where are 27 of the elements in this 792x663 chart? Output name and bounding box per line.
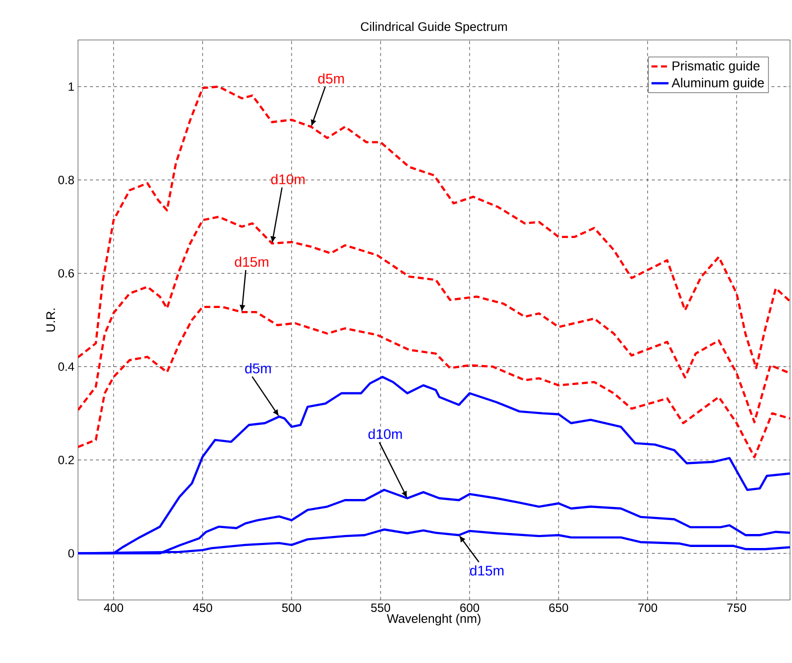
line-series (78, 306, 790, 458)
x-tick-label: 700 (638, 604, 658, 612)
x-tick-label: 400 (104, 604, 124, 612)
line-series (78, 216, 790, 424)
x-tick-label: 650 (549, 604, 568, 612)
y-tick-label: 0.8 (58, 176, 74, 184)
y-tick-label: 0 (68, 549, 74, 558)
y-axis-title: U.R. (46, 308, 56, 332)
x-tick-label: 550 (371, 604, 390, 612)
annotation: d10m (271, 174, 305, 184)
annotation: d10m (368, 428, 402, 440)
y-tick-label: 1 (68, 82, 74, 91)
legend-label: Prismatic guide (672, 60, 760, 74)
x-tick-label: 500 (282, 604, 302, 612)
x-tick-label: 750 (727, 604, 746, 612)
annotation: d5m (245, 363, 271, 374)
legend-label: Aluminum guide (672, 78, 764, 90)
annotation: d5m (318, 73, 344, 84)
annotation: d15m (470, 565, 504, 576)
y-tick-label: 0.6 (58, 269, 74, 278)
x-tick-label: 600 (460, 604, 480, 612)
y-tick-label: 0.2 (58, 456, 74, 464)
x-axis-title: Wavelenght (nm) (386, 614, 480, 626)
chart-title: Cilindrical Guide Spectrum (360, 22, 507, 34)
y-tick-label: 0.4 (58, 362, 74, 371)
annotation: d15m (234, 256, 268, 267)
x-tick-label: 450 (192, 604, 212, 612)
